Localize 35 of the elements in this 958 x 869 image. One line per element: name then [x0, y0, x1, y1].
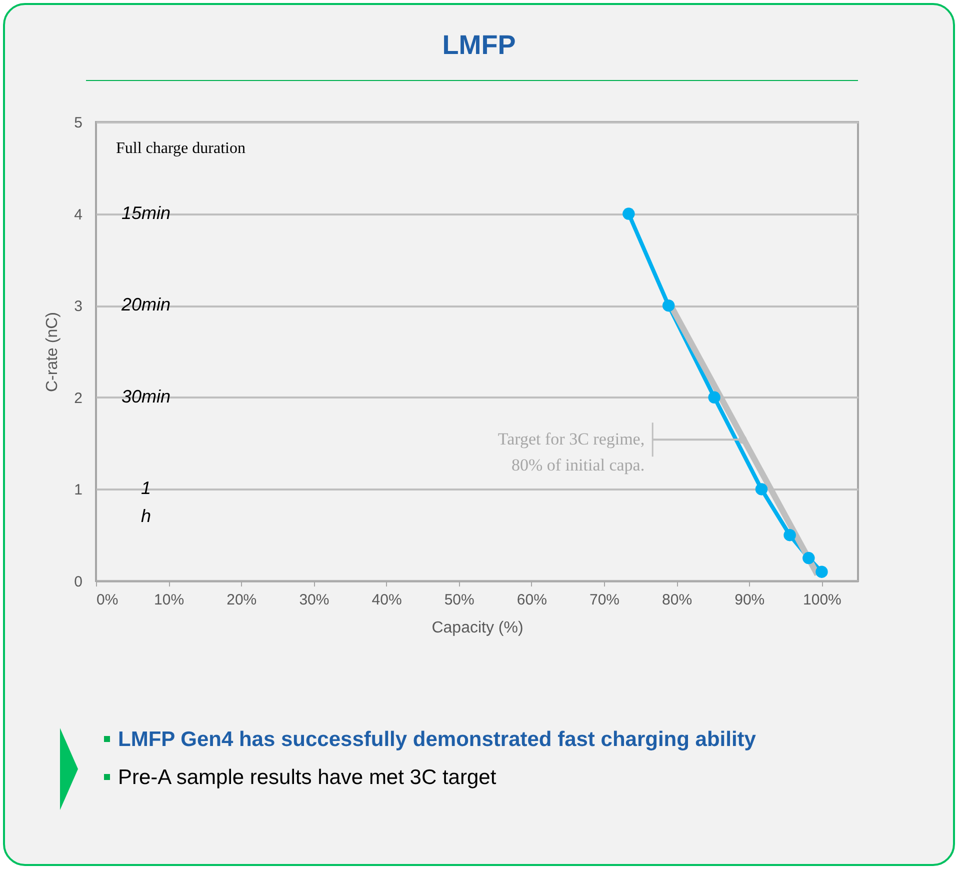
point: [662, 299, 675, 312]
y-tick-label: 1: [74, 482, 82, 499]
point: [784, 528, 796, 542]
x-tick-label: 50%: [444, 592, 474, 608]
x-axis-title: Capacity (%): [432, 620, 524, 636]
x-tick-label: 60%: [516, 592, 547, 608]
x-tick-label: 20%: [226, 592, 257, 608]
x-tick-label: 100%: [803, 592, 842, 608]
annotation: Target for 3C regime, 80% of initial capa.: [498, 430, 645, 475]
y-tick-label: 3: [74, 298, 82, 316]
point: [802, 552, 815, 564]
text: LMFP Gen4 has successfully demonstrated fast charging ability: [117, 728, 756, 752]
annotation: 20min: [120, 294, 171, 315]
y-axis-title: C-rate (nC): [44, 312, 62, 392]
text: Pre-A sample results have met 3C target: [117, 766, 496, 790]
x-tick-label: 10%: [154, 592, 184, 608]
point: [816, 566, 828, 578]
x-tick-label: 70%: [589, 592, 620, 608]
annotation: 1 h: [140, 478, 152, 526]
x-tick-label: 80%: [662, 592, 692, 608]
x-tick-label: 0%: [96, 592, 118, 608]
y-tick-label: 2: [74, 390, 82, 407]
x-tick-label: 40%: [372, 592, 402, 608]
x-tick-label: 30%: [299, 592, 330, 608]
point: [622, 208, 635, 220]
y-tick-label: 5: [74, 114, 82, 132]
chart-title: LMFP: [441, 30, 517, 61]
x-tick-label: 90%: [734, 592, 765, 608]
point: [708, 391, 720, 404]
y-tick-label: 4: [74, 206, 82, 224]
point: [755, 483, 768, 496]
annotation: 15min: [121, 202, 171, 223]
annotation: 30min: [121, 386, 171, 406]
y-tick-label: 0: [74, 574, 82, 590]
annotation: Full charge duration: [116, 140, 246, 157]
